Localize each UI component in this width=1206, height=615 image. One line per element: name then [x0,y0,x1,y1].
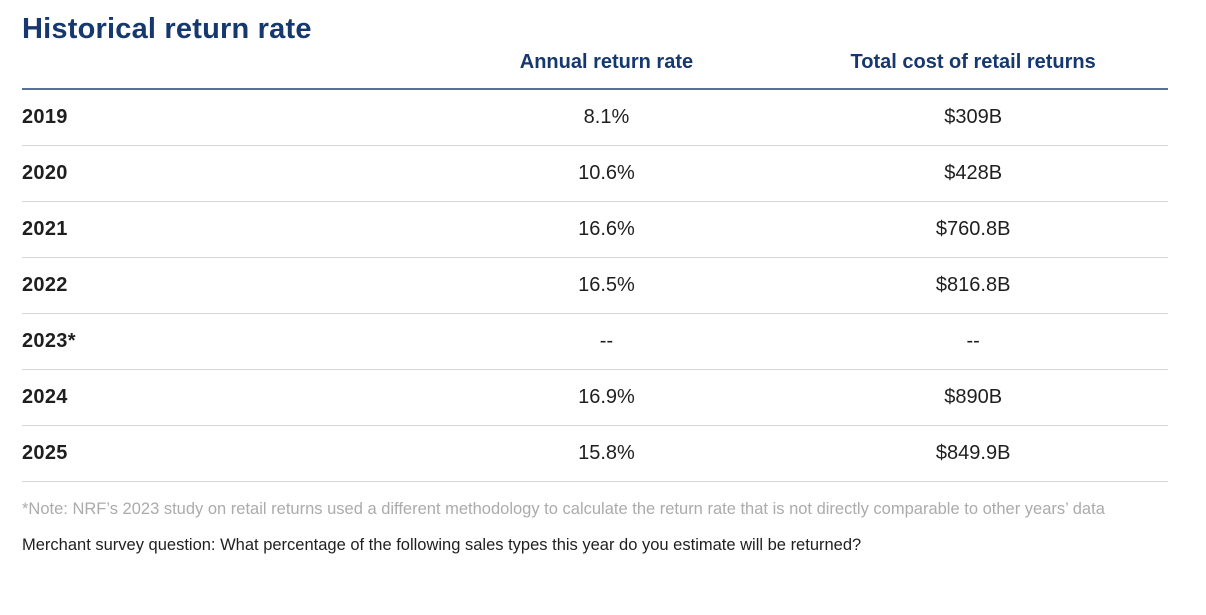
year-cell: 2019 [22,105,68,128]
rate-cell: 16.5% [578,273,635,296]
year-cell: 2020 [22,161,68,184]
rate-cell: 10.6% [578,161,635,184]
cost-cell: $816.8B [935,273,1011,296]
rate-cell: 8.1% [583,105,630,128]
header-annual-return-rate: Annual return rate [519,50,694,73]
page-title: Historical return rate [22,13,312,45]
year-cell: 2024 [22,385,68,408]
cost-cell: $890B [944,385,1003,408]
header-total-cost: Total cost of retail returns [850,50,1096,73]
table-row: 2021 16.6% $760.8B [22,202,1168,258]
table-row: 2019 8.1% $309B [22,90,1168,146]
table-row: 2025 15.8% $849.9B [22,426,1168,482]
cost-cell: $428B [944,161,1003,184]
rate-cell: 15.8% [578,441,635,464]
rate-cell: 16.9% [578,385,635,408]
rate-cell: 16.6% [578,217,635,240]
cost-cell: $309B [944,105,1003,128]
year-cell: 2022 [22,273,68,296]
year-cell: 2023* [22,329,76,352]
table-header-row: Annual return rate Total cost of retail … [22,46,1168,90]
historical-return-rate-panel: Historical return rate Annual return rat… [22,0,1168,556]
cost-cell: $760.8B [935,217,1011,240]
table-row: 2023* -- -- [22,314,1168,370]
cost-cell: $849.9B [935,441,1011,464]
year-cell: 2025 [22,441,68,464]
cost-cell: -- [966,329,980,352]
table-row: 2024 16.9% $890B [22,370,1168,426]
year-cell: 2021 [22,217,68,240]
table-row: 2022 16.5% $816.8B [22,258,1168,314]
methodology-footnote: *Note: NRF’s 2023 study on retail return… [22,499,1105,518]
survey-question: Merchant survey question: What percentag… [22,536,862,555]
rate-cell: -- [599,329,614,352]
table-row: 2020 10.6% $428B [22,146,1168,202]
